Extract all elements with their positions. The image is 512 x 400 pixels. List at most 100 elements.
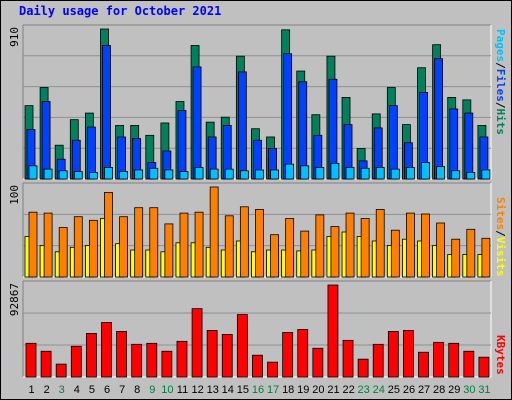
kbytes-bar <box>418 351 429 378</box>
kbytes-bar <box>101 322 112 378</box>
kbytes-bar <box>55 363 67 378</box>
visits-bar <box>436 222 446 278</box>
kbytes-bar <box>478 356 490 378</box>
pages-bar <box>209 168 219 180</box>
legend-hits-files-pages-item: Hits <box>494 109 507 136</box>
pages-bar <box>360 167 370 180</box>
visits-bar <box>164 223 174 278</box>
pages-bar <box>164 169 174 180</box>
pages-bar <box>104 167 113 180</box>
pages-bar <box>300 165 310 180</box>
kbytes-bar <box>342 339 354 378</box>
pages-bar <box>58 170 68 180</box>
pages-bar <box>436 166 446 180</box>
y-max-label: 100 <box>8 185 21 205</box>
legend-kbytes-item: KBytes <box>494 335 507 375</box>
visits-bar <box>209 186 219 278</box>
pages-bar <box>224 168 234 180</box>
visits-bar <box>270 234 279 278</box>
x-tick-label: 3 <box>59 384 65 396</box>
visits-bar <box>330 226 340 278</box>
visits-bar <box>375 209 385 278</box>
files-bar <box>41 101 51 180</box>
pages-bar <box>179 171 189 180</box>
files-bar <box>237 71 247 180</box>
legend-sites-visits: Sites/Visits <box>494 197 507 277</box>
kbytes-bar <box>312 347 324 378</box>
files-bar <box>102 45 111 180</box>
visits-bar <box>255 209 264 278</box>
visits-bar <box>451 238 461 278</box>
x-tick-label: 29 <box>448 384 460 396</box>
visits-bar <box>315 214 325 278</box>
kbytes-bar <box>297 329 309 378</box>
x-tick-label: 9 <box>149 384 155 396</box>
visits-bar <box>421 213 430 278</box>
x-tick-label: 19 <box>297 384 309 396</box>
x-tick-label: 15 <box>237 384 249 396</box>
x-tick-label: 30 <box>463 384 475 396</box>
x-tick-label: 1 <box>28 384 34 396</box>
kbytes-bar <box>146 342 158 378</box>
x-tick-label: 25 <box>388 384 400 396</box>
visits-bar <box>28 211 38 278</box>
pages-bar <box>345 167 355 180</box>
visits-bar <box>43 212 53 278</box>
kbytes-bar <box>70 345 82 378</box>
visits-bar <box>360 218 370 278</box>
kbytes-bar <box>372 343 384 378</box>
files-bar <box>449 108 459 180</box>
kbytes-bar <box>161 350 173 378</box>
kbytes-bar <box>206 330 218 378</box>
legend-hits-files-pages-item: Files <box>494 69 507 102</box>
legend-hits-files-pages: Pages/Files/Hits <box>494 29 507 135</box>
kbytes-bar <box>116 331 127 378</box>
kbytes-bar <box>463 350 475 378</box>
pages-bar <box>466 172 476 180</box>
x-tick-label: 12 <box>191 384 203 396</box>
pages-bar <box>451 170 461 180</box>
legend-sites-visits-item: / <box>494 230 507 237</box>
visits-bar <box>466 228 476 278</box>
legend-hits-files-pages-item: / <box>494 62 507 69</box>
visits-bar <box>104 191 113 278</box>
legend-hits-files-pages-item: Pages <box>494 29 507 62</box>
x-tick-label: 28 <box>433 384 445 396</box>
visits-bar <box>481 237 491 278</box>
files-bar <box>298 81 308 180</box>
kbytes-bar <box>267 361 278 378</box>
chart-title: Daily usage for October 2021 <box>19 4 222 18</box>
pages-bar <box>73 171 83 180</box>
x-tick-label: 14 <box>222 384 234 396</box>
pages-bar <box>375 167 385 180</box>
x-tick-label: 31 <box>478 384 490 396</box>
pages-bar <box>481 169 491 180</box>
x-tick-label: 11 <box>177 384 188 396</box>
files-bar <box>388 105 398 180</box>
kbytes-bar <box>40 350 52 378</box>
files-bar <box>464 112 474 180</box>
pages-bar <box>28 165 38 180</box>
x-tick-label: 6 <box>104 384 110 396</box>
files-bar <box>283 53 293 180</box>
files-bar <box>434 58 444 180</box>
pages-bar <box>406 167 415 180</box>
pages-bar <box>43 168 53 180</box>
kbytes-bar <box>327 284 339 378</box>
kbytes-bar <box>387 331 399 378</box>
kbytes-bar <box>131 343 143 378</box>
pages-bar <box>330 162 340 180</box>
files-bar <box>177 110 187 180</box>
visits-bar <box>300 230 310 278</box>
x-tick-label: 17 <box>267 384 279 396</box>
kbytes-bar <box>236 314 248 378</box>
pages-bar <box>315 167 325 180</box>
kbytes-bar <box>252 354 263 378</box>
kbytes-bar <box>191 308 203 378</box>
visits-bar <box>179 212 189 278</box>
legend-sites-visits-item: Visits <box>494 237 507 277</box>
visits-bar <box>285 218 295 278</box>
kbytes-bar <box>221 334 233 378</box>
